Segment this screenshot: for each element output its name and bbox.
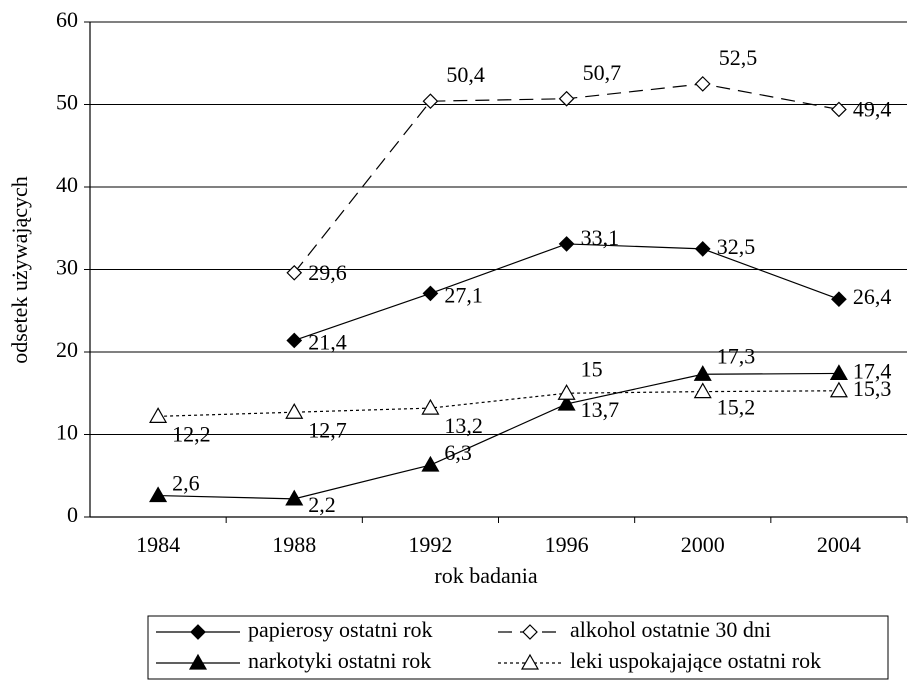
legend-marker — [520, 653, 540, 670]
data-label: 15,2 — [717, 395, 756, 420]
data-label: 15 — [581, 356, 603, 381]
y-tick-label: 10 — [56, 420, 78, 445]
data-label: 21,4 — [308, 329, 347, 354]
legend-marker — [190, 624, 206, 640]
data-label: 52,5 — [719, 45, 758, 70]
data-label: 49,4 — [853, 96, 892, 121]
y-tick-label: 0 — [67, 502, 78, 527]
data-point — [286, 264, 303, 281]
data-point — [831, 291, 847, 308]
data-point — [285, 489, 304, 506]
data-point — [693, 382, 712, 399]
data-label: 6,3 — [444, 440, 472, 465]
data-label: 50,4 — [446, 62, 485, 87]
data-point — [149, 486, 168, 503]
data-label: 12,2 — [172, 421, 211, 446]
data-point — [694, 241, 711, 257]
data-point — [285, 403, 304, 419]
data-label: 15,3 — [853, 376, 892, 401]
series-line — [158, 372, 839, 500]
data-label: 26,4 — [853, 284, 892, 309]
legend-label: narkotyki ostatni rok — [248, 648, 431, 673]
data-point — [422, 285, 439, 302]
y-axis-label: odsetek używających — [7, 176, 32, 364]
y-tick-label: 30 — [56, 255, 78, 280]
legend-label: papierosy ostatni rok — [248, 617, 433, 642]
series-line — [294, 243, 840, 342]
y-tick-label: 20 — [56, 337, 78, 362]
data-label: 2,2 — [308, 492, 336, 517]
legend-label: leki uspokajające ostatni rok — [570, 648, 821, 673]
data-label: 50,7 — [583, 60, 622, 85]
data-point — [421, 455, 440, 472]
y-tick-label: 40 — [56, 172, 78, 197]
x-tick-label: 2004 — [817, 532, 861, 557]
data-point — [829, 364, 848, 381]
data-label: 17,4 — [853, 358, 892, 383]
data-label: 29,6 — [308, 260, 347, 285]
data-point — [149, 407, 168, 423]
x-axis-label: rok badania — [434, 563, 537, 588]
y-tick-label: 60 — [56, 7, 78, 32]
data-point — [558, 90, 575, 107]
data-point — [286, 332, 303, 349]
legend-marker — [522, 624, 538, 640]
x-tick-label: 1988 — [272, 532, 316, 557]
data-label: 17,3 — [717, 343, 756, 368]
data-point — [422, 93, 439, 110]
data-point — [557, 384, 576, 400]
data-label: 13,7 — [581, 397, 620, 422]
data-point — [693, 365, 712, 381]
x-tick-label: 1996 — [545, 532, 589, 557]
legend-marker — [188, 653, 208, 670]
data-label: 12,7 — [308, 417, 347, 442]
data-label: 27,1 — [444, 282, 483, 307]
data-point — [694, 76, 711, 92]
x-tick-label: 2000 — [681, 532, 725, 557]
data-point — [829, 381, 848, 398]
legend-label: alkohol ostatnie 30 dni — [570, 617, 771, 642]
data-point — [421, 398, 440, 415]
data-label: 33,1 — [581, 225, 620, 250]
y-tick-label: 50 — [56, 90, 78, 115]
data-label: 13,2 — [444, 413, 483, 438]
data-point — [558, 236, 575, 252]
data-label: 32,5 — [717, 234, 756, 259]
x-tick-label: 1984 — [136, 532, 180, 557]
data-label: 2,6 — [172, 471, 200, 496]
x-tick-label: 1992 — [408, 532, 452, 557]
data-point — [831, 101, 847, 118]
data-point — [557, 394, 576, 411]
legend-box — [147, 615, 889, 680]
